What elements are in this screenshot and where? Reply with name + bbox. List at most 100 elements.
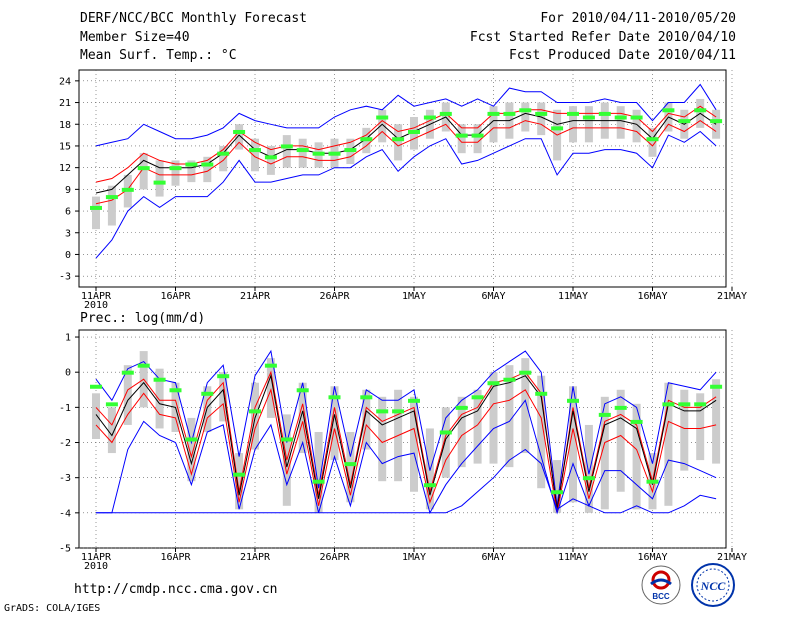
median-marker	[169, 388, 182, 393]
ensemble-box	[616, 389, 625, 492]
median-marker	[328, 151, 341, 156]
x-tick-label: 11MAY	[558, 291, 588, 302]
ensemble-box	[187, 417, 196, 482]
ensemble-box	[680, 389, 689, 471]
ensemble-box	[266, 358, 275, 418]
ensemble-box	[155, 368, 164, 429]
x-tick-label: 16APR	[160, 291, 191, 302]
median-marker	[598, 412, 611, 417]
ensemble-box	[155, 160, 164, 197]
ensemble-box	[219, 372, 228, 422]
median-marker	[296, 388, 309, 393]
x-tick-label: 21APR	[240, 552, 271, 563]
median-marker	[471, 395, 484, 400]
member-size: Member Size=40	[80, 30, 190, 45]
median-marker	[630, 419, 643, 424]
ensemble-box	[282, 135, 291, 168]
median-marker	[487, 381, 500, 386]
median-marker	[312, 151, 325, 156]
median-marker	[471, 133, 484, 138]
median-marker	[678, 402, 691, 407]
ensemble-box	[171, 160, 180, 186]
median-marker	[121, 187, 134, 192]
median-marker	[217, 374, 230, 379]
series-line-lower	[95, 388, 717, 513]
ensemble-box	[632, 403, 641, 510]
median-marker	[105, 402, 118, 407]
median-marker	[519, 370, 532, 375]
series-line-upper	[95, 105, 717, 183]
median-marker	[567, 398, 579, 403]
ensemble-box	[235, 453, 244, 510]
y-tick-label: -2	[59, 438, 71, 449]
ensemble-box	[712, 379, 721, 464]
y-tick-label: 15	[59, 141, 71, 152]
series-line-max	[95, 349, 717, 506]
median-marker	[662, 402, 675, 407]
median-marker	[646, 137, 659, 142]
median-marker	[137, 166, 150, 171]
median-marker	[392, 137, 405, 142]
x-tick-label: 16MAY	[637, 552, 667, 563]
y-tick-label: 9	[65, 185, 71, 196]
ensemble-box	[600, 396, 609, 510]
ensemble-box	[584, 106, 593, 143]
x-tick-label: 1MAY	[402, 552, 426, 563]
median-marker	[392, 409, 405, 414]
median-marker	[503, 111, 516, 116]
ensemble-box	[92, 196, 100, 230]
ensemble-box	[664, 382, 673, 506]
median-marker	[376, 409, 389, 414]
median-marker	[105, 195, 118, 200]
median-marker	[344, 148, 357, 153]
median-marker	[280, 437, 293, 442]
ensemble-box	[569, 386, 577, 503]
series-line-floor	[96, 448, 717, 514]
y-tick-label: 24	[59, 76, 71, 87]
median-marker	[710, 384, 723, 389]
ensemble-box	[696, 393, 705, 461]
series-line-upper	[95, 370, 717, 510]
x-tick-label: 21APR	[240, 291, 271, 302]
ensemble-box	[457, 396, 466, 468]
ensemble-box	[537, 102, 546, 136]
ensemble-box	[378, 396, 387, 482]
ensemble-box	[139, 153, 148, 190]
source-url[interactable]: http://cmdp.ncc.cma.gov.cn	[74, 582, 278, 597]
forecast-produced-date: Fcst Produced Date 2010/04/11	[509, 48, 736, 63]
median-marker	[169, 166, 182, 171]
ensemble-box	[203, 156, 212, 183]
grads-credit: GrADS: COLA/IGES	[4, 603, 101, 614]
x-tick-label: 16APR	[160, 552, 191, 563]
x-tick-year: 2010	[84, 561, 108, 572]
median-marker	[408, 398, 420, 403]
ensemble-box	[298, 138, 307, 168]
median-marker	[503, 377, 516, 382]
y-tick-label: -1	[59, 403, 71, 414]
median-marker	[121, 370, 134, 375]
ensemble-box	[107, 185, 116, 226]
median-marker	[694, 108, 707, 113]
median-marker	[249, 409, 261, 414]
ensemble-box	[505, 365, 514, 468]
median-marker	[455, 405, 468, 410]
y-tick-label: 3	[65, 228, 71, 239]
x-tick-label: 26APR	[319, 552, 350, 563]
median-marker	[551, 126, 564, 131]
median-marker	[439, 430, 452, 435]
ensemble-box	[251, 138, 259, 172]
ensemble-box	[648, 127, 657, 157]
precip-variable-label: Prec.: log(mm/d)	[80, 311, 206, 326]
y-tick-label: 18	[59, 120, 71, 131]
x-tick-year: 2010	[84, 300, 108, 311]
median-marker	[233, 129, 246, 134]
y-tick-label: -3	[59, 473, 71, 484]
ensemble-box	[330, 386, 339, 461]
median-marker	[678, 119, 691, 124]
ensemble-box	[410, 396, 418, 492]
ensemble-box	[187, 160, 196, 183]
median-marker	[487, 111, 500, 116]
median-marker	[137, 363, 150, 368]
median-marker	[185, 437, 198, 442]
